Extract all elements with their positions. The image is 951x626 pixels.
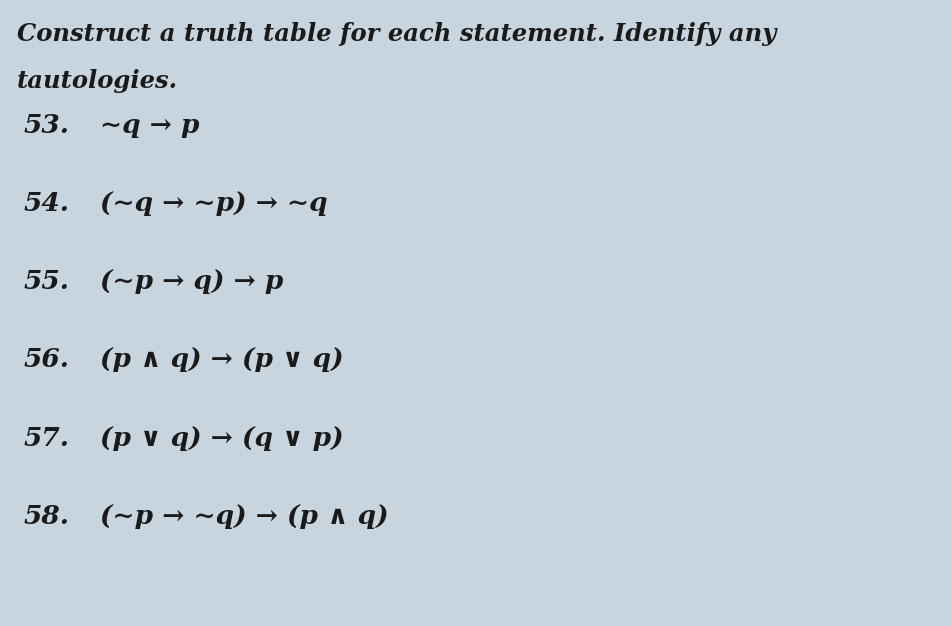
Text: (∼q → ∼p) → ∼q: (∼q → ∼p) → ∼q <box>100 191 327 216</box>
Text: 57.: 57. <box>24 426 69 451</box>
Text: ∼q → p: ∼q → p <box>100 113 200 138</box>
Text: tautologies.: tautologies. <box>17 69 178 93</box>
Text: Construct a truth table for each statement. Identify any: Construct a truth table for each stateme… <box>17 22 777 46</box>
Text: (∼p → ∼q) → (p ∧ q): (∼p → ∼q) → (p ∧ q) <box>100 504 388 529</box>
Text: (p ∨ q) → (q ∨ p): (p ∨ q) → (q ∨ p) <box>100 426 343 451</box>
Text: 58.: 58. <box>24 504 69 529</box>
Text: 55.: 55. <box>24 269 69 294</box>
Text: (p ∧ q) → (p ∨ q): (p ∧ q) → (p ∨ q) <box>100 347 343 372</box>
Text: (∼p → q) → p: (∼p → q) → p <box>100 269 283 294</box>
Text: 54.: 54. <box>24 191 69 216</box>
Text: 56.: 56. <box>24 347 69 372</box>
Text: 53.: 53. <box>24 113 69 138</box>
